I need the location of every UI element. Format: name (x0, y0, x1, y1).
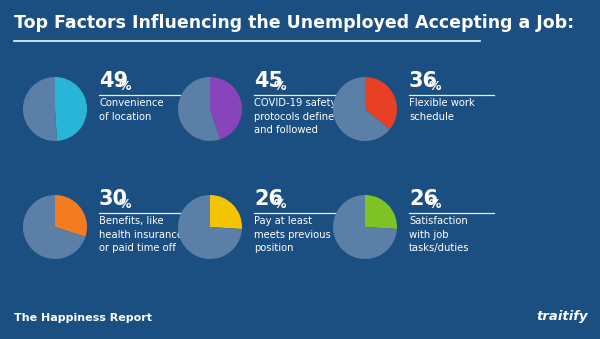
Text: Benefits, like
health insurance
or paid time off: Benefits, like health insurance or paid … (99, 216, 183, 253)
Wedge shape (210, 77, 242, 139)
Text: %: % (274, 80, 287, 93)
Text: Top Factors Influencing the Unemployed Accepting a Job:: Top Factors Influencing the Unemployed A… (14, 14, 574, 32)
Text: Satisfaction
with job
tasks/duties: Satisfaction with job tasks/duties (409, 216, 470, 253)
Wedge shape (210, 195, 242, 229)
Text: 49: 49 (99, 71, 128, 91)
Wedge shape (365, 77, 397, 129)
Text: traitify: traitify (536, 310, 588, 323)
Wedge shape (23, 195, 85, 259)
Text: The Happiness Report: The Happiness Report (14, 313, 152, 323)
Text: %: % (429, 80, 442, 93)
Text: 26: 26 (409, 189, 438, 209)
Wedge shape (333, 77, 389, 141)
Text: Pay at least
meets previous
position: Pay at least meets previous position (254, 216, 331, 253)
Wedge shape (178, 195, 242, 259)
Text: 45: 45 (254, 71, 283, 91)
Text: Flexible work
schedule: Flexible work schedule (409, 98, 475, 122)
Wedge shape (55, 195, 87, 237)
Text: 30: 30 (99, 189, 128, 209)
Wedge shape (178, 77, 220, 141)
Wedge shape (23, 77, 57, 141)
Text: COVID-19 safety
protocols defined
and followed: COVID-19 safety protocols defined and fo… (254, 98, 341, 135)
Text: Convenience
of location: Convenience of location (99, 98, 164, 122)
Text: %: % (119, 80, 131, 93)
Text: 26: 26 (254, 189, 283, 209)
Text: 36: 36 (409, 71, 438, 91)
Wedge shape (55, 77, 87, 141)
Text: %: % (119, 198, 131, 211)
Wedge shape (365, 195, 397, 229)
Text: %: % (274, 198, 287, 211)
Wedge shape (333, 195, 397, 259)
Text: %: % (429, 198, 442, 211)
